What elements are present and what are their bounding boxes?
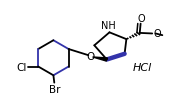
Text: NH: NH bbox=[101, 21, 116, 31]
Polygon shape bbox=[93, 57, 108, 61]
Text: HCl: HCl bbox=[133, 62, 152, 72]
Text: O: O bbox=[86, 52, 95, 61]
Text: Br: Br bbox=[49, 84, 60, 94]
Text: O: O bbox=[154, 29, 162, 39]
Text: O: O bbox=[138, 13, 145, 23]
Text: Cl: Cl bbox=[16, 62, 27, 72]
